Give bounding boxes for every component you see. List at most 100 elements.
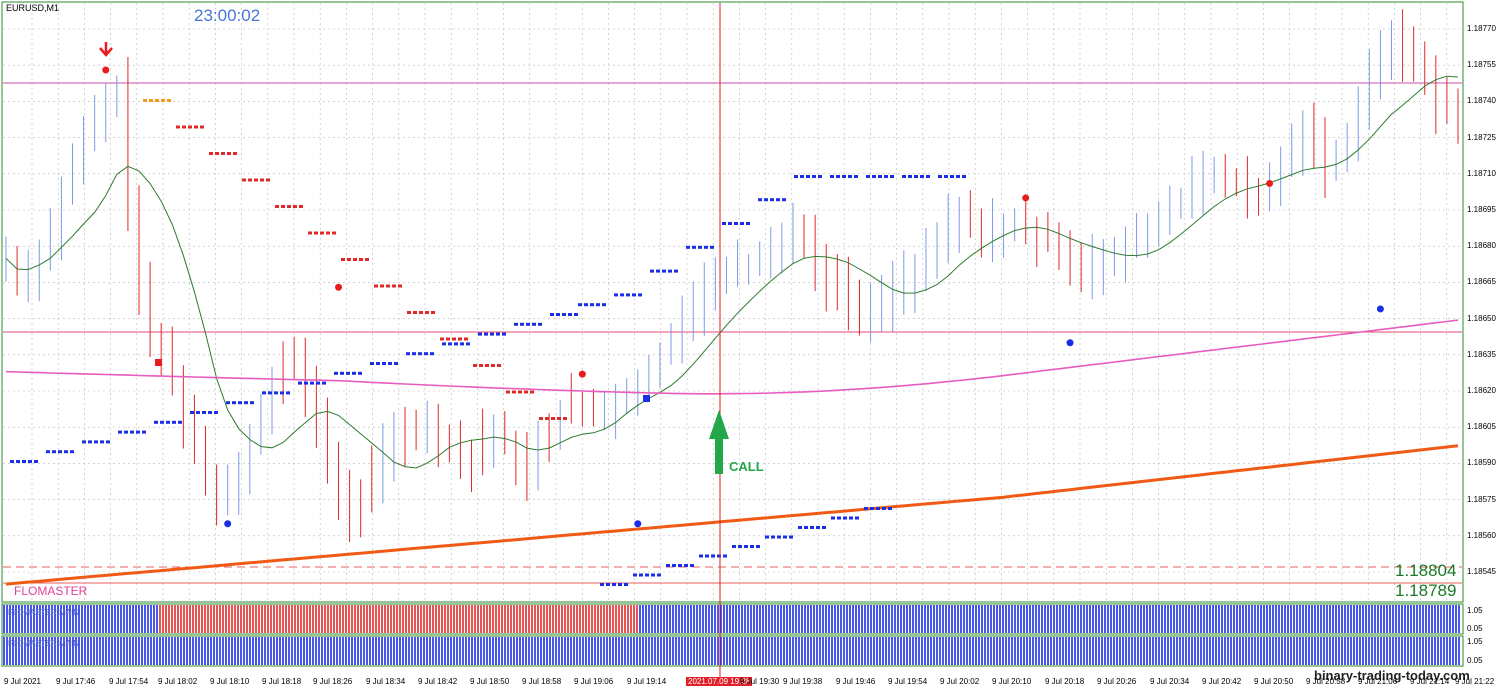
support-dash [822,526,826,529]
resistance-dash [413,311,417,314]
time-tick-label: 9 Jul 20:10 [992,677,1032,686]
resistance-dash [161,99,165,102]
support-dash [412,352,416,356]
support-dash [812,175,816,178]
horizontal-levels[interactable] [3,82,1462,584]
support-dash [274,391,278,395]
support-dash [651,573,655,577]
time-tick-label: 9 Jul 2021 [4,677,41,686]
support-dash [746,222,750,225]
indicator-name: FLOMASTER [14,584,88,598]
main-pane-frame [1,1,1464,603]
support-dash [600,583,604,586]
support-dash [496,332,500,336]
support-dash [698,245,702,249]
signal-dot [634,520,642,528]
support-dash [214,411,218,414]
support-dash [520,322,524,326]
support-dash [771,535,775,539]
sub-axis-label: 0.05 [1467,624,1483,633]
resistance-dash [452,337,456,341]
price-tick-label: 1.18770 [1467,24,1496,33]
resistance-dash [332,231,336,235]
time-tick-label: 9 Jul 18:50 [470,677,510,686]
resistance-dash [314,231,318,235]
support-dash [686,245,690,249]
resistance-dash [380,284,384,288]
resistance-dash [374,284,378,288]
time-tick-label: 9 Jul 20:42 [1202,677,1242,686]
support-dash [662,269,666,273]
watermark: binary-trading-today.com [1314,668,1470,683]
support-dash [692,245,696,249]
signal-dot [335,283,343,291]
support-dash [782,198,786,202]
support-dash [842,175,846,178]
support-dash [962,175,966,178]
support-dash [406,352,410,356]
support-dash [765,535,769,539]
price-tick-label: 1.18755 [1467,60,1496,70]
support-dash [100,440,104,444]
support-dash [854,175,858,178]
resistance-dash [407,311,411,314]
support-dash [550,313,554,316]
time-tick-label: 2021.07.09 19:28 [686,677,753,686]
support-dash [878,175,882,178]
support-dash [831,516,835,520]
support-dash [849,516,853,520]
support-dash [705,554,709,558]
time-tick-label: 9 Jul 20:02 [940,677,980,686]
time-tick-label: 9 Jul 18:42 [418,677,458,686]
support-dash [154,420,158,424]
time-tick-label: 9 Jul 18:26 [313,677,353,686]
resistance-dash [491,364,495,367]
support-dash [650,269,654,273]
support-dash [606,583,610,586]
support-dash [172,420,176,424]
support-dash [710,245,714,249]
price-tick-label: 1.18620 [1467,386,1496,395]
signal-dot [224,520,232,528]
support-dash [532,322,536,326]
resistance-dash [266,178,270,182]
support-dash [574,313,578,316]
support-dash [334,371,338,375]
resistance-dash [200,125,204,129]
support-dash [424,352,428,356]
resistance-dash [431,311,435,314]
support-dash [394,362,398,365]
resistance-dash [149,99,153,102]
signal-dot [102,66,110,74]
support-dash [620,293,624,297]
support-dash [28,460,32,463]
support-dash [70,450,74,454]
resistance-dash [485,364,489,367]
support-dash [130,430,134,434]
resistance-dash [440,337,444,341]
signal-dot [1066,339,1074,347]
resistance-dash [293,205,297,208]
time-tick-label: 9 Jul 20:26 [1097,677,1137,686]
resistance-dash [419,311,423,314]
support-dash [94,440,98,444]
time-tick-label: 9 Jul 19:38 [783,677,823,686]
resistance-dash [254,178,258,182]
support-dash [262,391,266,395]
ma-slow-line [5,444,1459,586]
resistance-dash [221,152,225,155]
support-dash [340,371,344,375]
resistance-dash [458,337,462,341]
support-dash [645,573,649,577]
resistance-dash [464,337,468,341]
support-dash [938,175,942,178]
support-dash [614,293,618,297]
support-dash [568,313,572,316]
support-dash [848,175,852,178]
support-dash [460,342,464,346]
signal-square [643,395,650,402]
symbol-label: EURUSD,M1 [6,3,60,13]
resistance-dash [242,178,246,182]
resistance-dash [155,99,159,102]
